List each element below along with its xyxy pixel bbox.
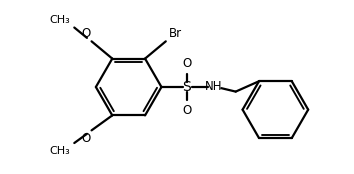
- Text: O: O: [81, 27, 90, 40]
- Text: S: S: [182, 80, 191, 94]
- Text: O: O: [81, 132, 90, 145]
- Text: Br: Br: [169, 27, 182, 40]
- Text: NH: NH: [205, 81, 223, 93]
- Text: CH₃: CH₃: [49, 146, 70, 156]
- Text: O: O: [182, 104, 192, 117]
- Text: O: O: [182, 57, 192, 70]
- Text: CH₃: CH₃: [49, 15, 70, 25]
